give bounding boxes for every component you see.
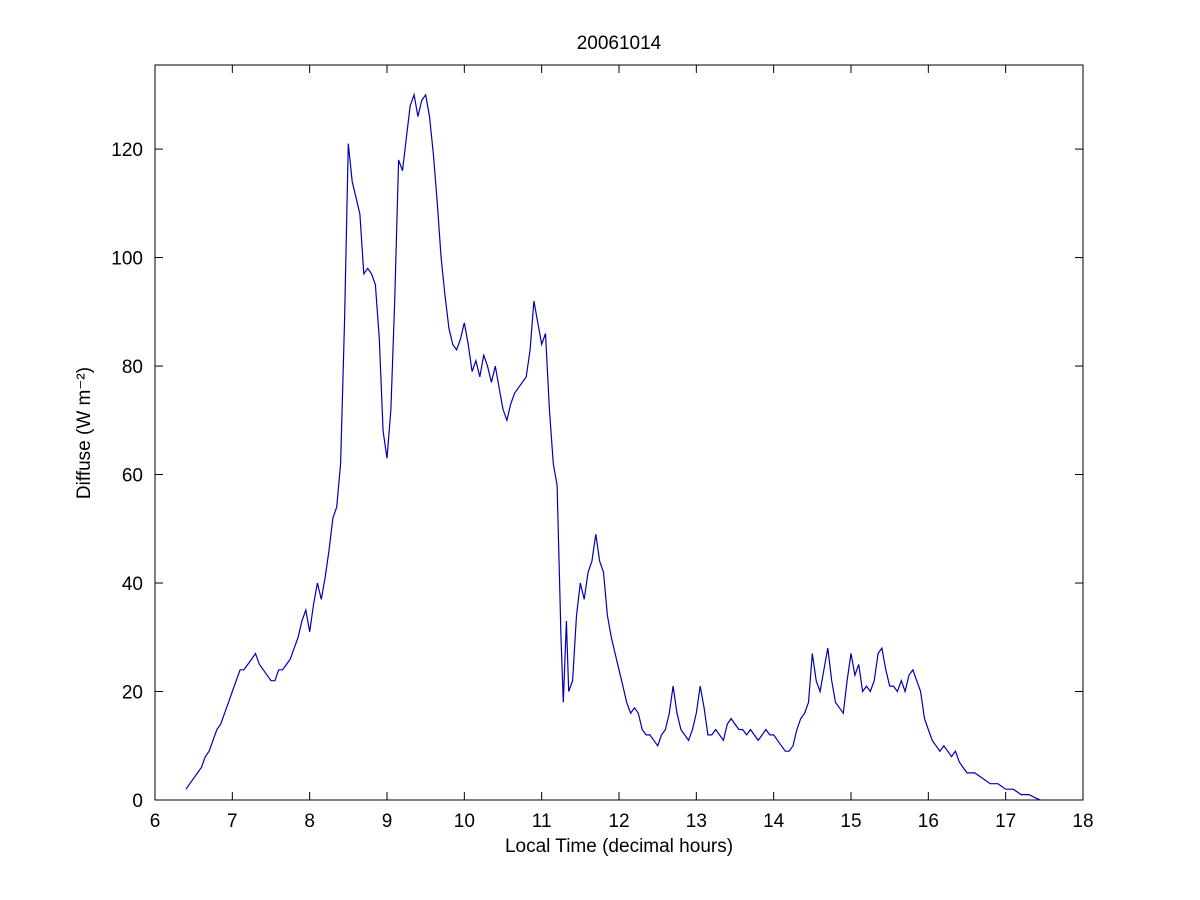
chart-title: 20061014 — [577, 33, 662, 54]
x-tick-label: 12 — [608, 811, 629, 832]
x-tick-label: 11 — [532, 811, 552, 832]
x-axis-ticks — [154, 65, 1084, 800]
y-tick-label: 80 — [122, 357, 143, 378]
x-tick-label: 8 — [304, 811, 315, 832]
x-axis-label: Local Time (decimal hours) — [505, 836, 733, 857]
y-axis-tick-labels: 0 20 40 60 80 100 120 — [111, 140, 143, 812]
y-axis-label: Diffuse (W m⁻²) — [74, 367, 95, 499]
x-tick-label: 15 — [840, 811, 861, 832]
y-tick-label: 20 — [122, 683, 143, 704]
x-tick-label: 10 — [454, 811, 475, 832]
y-tick-label: 100 — [111, 249, 143, 270]
y-axis-ticks — [155, 148, 1083, 801]
x-tick-label: 16 — [918, 811, 939, 832]
plot-box — [154, 64, 1084, 801]
x-tick-label: 9 — [382, 811, 393, 832]
y-tick-label: 60 — [122, 466, 143, 487]
x-tick-label: 6 — [150, 811, 161, 832]
x-axis-tick-labels: 6 7 8 9 10 11 12 13 14 15 16 17 18 — [150, 811, 1094, 832]
x-tick-label: 18 — [1072, 811, 1093, 832]
y-tick-label: 0 — [132, 791, 143, 812]
x-tick-label: 7 — [227, 811, 238, 832]
y-tick-label: 40 — [122, 574, 143, 595]
y-tick-label: 120 — [111, 140, 143, 161]
x-tick-label: 14 — [763, 811, 785, 832]
x-tick-label: 17 — [995, 811, 1016, 832]
data-line — [185, 92, 1041, 801]
x-tick-label: 13 — [686, 811, 707, 832]
